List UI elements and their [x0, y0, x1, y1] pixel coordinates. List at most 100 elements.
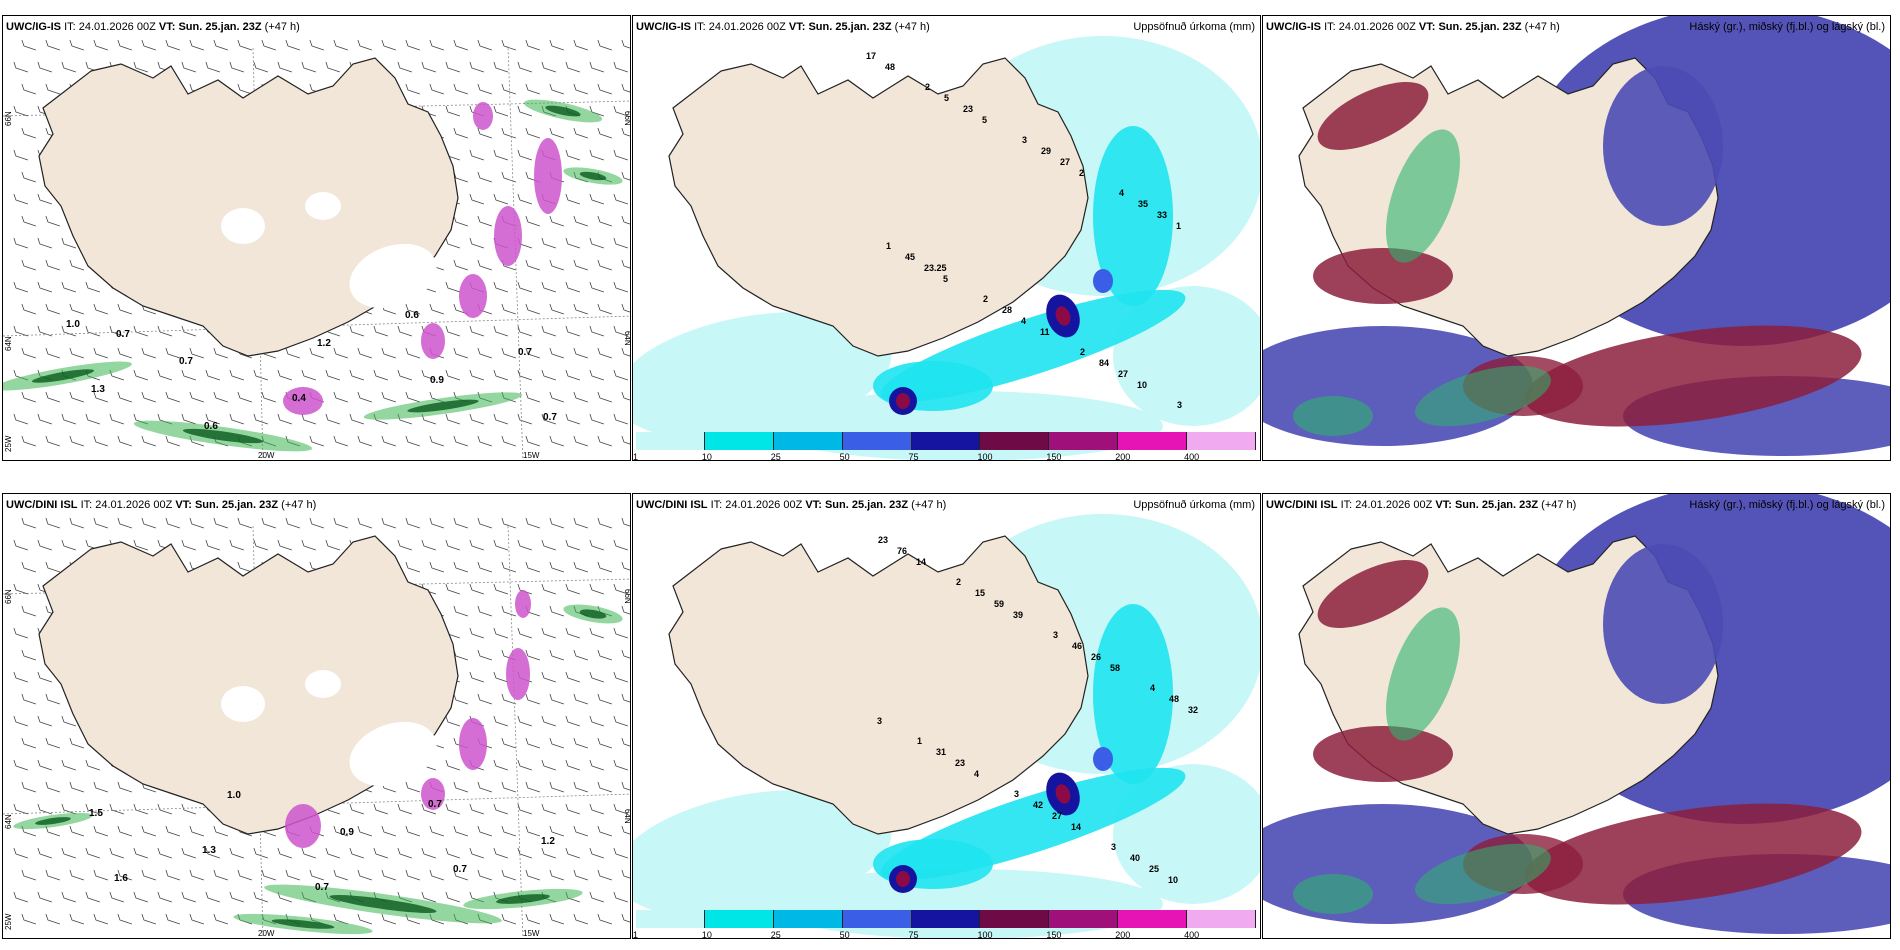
- lead-time-label: (+47 h): [1524, 21, 1560, 33]
- axis-tick-label: 64N: [623, 331, 631, 346]
- panel-header: UWC/IG-IS IT: 24.01.2026 00Z VT: Sun. 25…: [6, 21, 300, 33]
- high-cloud-area: [1603, 544, 1723, 704]
- iceland-coastline: [38, 535, 459, 835]
- precip-core: [271, 919, 335, 929]
- low-cloud-area: [1386, 129, 1460, 263]
- precip-value-label: 3: [1014, 789, 1019, 799]
- precip-rate-label: 1.5: [89, 808, 103, 819]
- precip-value-label: 15: [975, 588, 985, 598]
- precip-value-label: 27: [1060, 157, 1070, 167]
- map-canvas: [1263, 494, 1890, 938]
- precip-rate-label: 0.7: [518, 347, 532, 358]
- colorbar-segment: [704, 432, 774, 450]
- precip-value-label: 3: [1053, 630, 1058, 640]
- snow-free-area: [221, 686, 265, 722]
- colorbar-tick-label: 400: [1184, 930, 1200, 939]
- valid-time-value: Sun. 25.jan. 23Z: [178, 21, 262, 33]
- precip-map-panel-top: 2 3 4 1 2 2 3 5 29 35 45 28 84 17 23 27 33 23.25 4 27 48 5 2 1 5…: [632, 15, 1261, 461]
- colorbar-tick-label: 100: [977, 930, 993, 939]
- low-cloud-area: [1293, 396, 1373, 436]
- init-time-label: IT:: [694, 21, 706, 33]
- axis-tick-label: 64N: [4, 336, 13, 351]
- panel-header: UWC/DINI ISL IT: 24.01.2026 00Z VT: Sun.…: [636, 499, 946, 511]
- init-time-label: IT:: [710, 499, 723, 511]
- precip-value-label: 28: [1002, 305, 1012, 315]
- panel-field-title: Uppsöfnuð úrkoma (mm): [1133, 499, 1255, 511]
- colorbar-segment: [842, 432, 912, 450]
- axis-tick-label: 64N: [4, 814, 13, 829]
- precip-core: [545, 105, 581, 117]
- valid-time-label: VT:: [175, 499, 192, 511]
- axis-tick-label: 20W: [258, 929, 275, 938]
- precip-area-50: [1093, 747, 1113, 771]
- snow-accumulation: [283, 387, 323, 415]
- precip-area-100: [896, 393, 910, 409]
- axis-tick-label: 66N: [4, 589, 13, 604]
- precip-value-label: 4: [1119, 188, 1124, 198]
- snow-accumulation: [459, 274, 487, 318]
- colorbar-tick-label: 75: [908, 930, 919, 939]
- mid-cloud-area: [1313, 726, 1453, 782]
- precip-rate-label: 1.3: [91, 384, 105, 395]
- precip-core: [496, 894, 550, 904]
- colorbar-tick-label: 1: [633, 930, 639, 939]
- colorbar-segment: [980, 910, 1050, 928]
- valid-time-label: VT:: [1418, 21, 1436, 33]
- map-canvas: 1.0 0.7 0.4 0.6 0.7 1.3 0.6 1.2 0.9 0.7 0.7 66N 64N 2…: [3, 39, 631, 460]
- axis-tick-label: 15W: [523, 451, 540, 460]
- panel-header: UWC/DINI ISL IT: 24.01.2026 00Z VT: Sun.…: [1266, 499, 1576, 511]
- precip-core: [35, 817, 71, 825]
- mid-cloud-area: [1524, 325, 1862, 427]
- low-cloud-area: [1293, 874, 1373, 914]
- precip-value-label: 39: [1013, 610, 1023, 620]
- precip-value-label: 1: [1176, 221, 1181, 231]
- precip-rate-label: 0.7: [116, 329, 130, 340]
- colorbar-segment: [911, 432, 981, 450]
- map-canvas: 1.5 1.3 0.7 0.7 1.2 1.6 1.0 0.9 0.7 66N 64N 25W 20W 1…: [3, 517, 631, 938]
- precip-value-label: 45: [905, 252, 915, 262]
- precip-rate-label: 1.0: [227, 790, 241, 801]
- colorbar-segment: [773, 432, 843, 450]
- precip-value-label: 14: [1071, 822, 1081, 832]
- panel-field-title: Uppsöfnuð úrkoma (mm): [1133, 21, 1255, 33]
- init-time-value: 24.01.2026 00Z: [1338, 21, 1416, 33]
- precip-value-label: 26: [1091, 652, 1101, 662]
- precip-area-100: [896, 871, 910, 887]
- precip-rate-label: 0.7: [428, 799, 442, 810]
- precip-rate-label: 1.6: [114, 873, 128, 884]
- init-time-label: IT:: [1340, 499, 1353, 511]
- model-label: UWC/DINI ISL: [636, 499, 708, 511]
- precip-value-label: 35: [1138, 199, 1148, 209]
- lead-time-label: (+47 h): [264, 21, 300, 33]
- precip-value-label: 33: [1157, 210, 1167, 220]
- precip-value-label: 5: [943, 274, 948, 284]
- precip-value-label: 48: [885, 62, 895, 72]
- precip-colorbar: 1 10 25 50 75 100 150 200 400: [633, 910, 1256, 938]
- colorbar-segment: [980, 432, 1050, 450]
- precip-value-label: 32: [1188, 705, 1198, 715]
- model-label: UWC/DINI ISL: [1266, 499, 1338, 511]
- init-time-label: IT:: [1324, 21, 1336, 33]
- axis-tick-label: 25W: [4, 435, 13, 452]
- colorbar-tick-label: 50: [839, 930, 850, 939]
- colorbar-tick-label: 10: [701, 452, 712, 461]
- precip-rate-label: 0.7: [453, 864, 467, 875]
- precip-colorbar: 1 10 25 50 75 100 150 200 400: [633, 432, 1256, 460]
- init-time-value: 24.01.2026 00Z: [708, 21, 786, 33]
- axis-tick-label: 64N: [623, 809, 631, 824]
- colorbar-segment: [1118, 432, 1188, 450]
- precip-area-10: [1093, 126, 1173, 306]
- precip-value-label: 5: [944, 93, 949, 103]
- precip-rate-label: 0.6: [204, 421, 218, 432]
- precip-value-label: 1: [917, 736, 922, 746]
- axis-tick-label: 20W: [258, 451, 275, 460]
- iceland-coastline: [38, 57, 459, 357]
- precip-value-label: 29: [1041, 146, 1051, 156]
- precip-area-50: [1093, 269, 1113, 293]
- colorbar-segment: [1049, 910, 1119, 928]
- model-label: UWC/DINI ISL: [6, 499, 78, 511]
- precip-area-100: [1055, 784, 1071, 804]
- model-label: UWC/IG-IS: [1266, 21, 1321, 33]
- precip-core: [329, 895, 437, 913]
- precip-value-label: 2: [925, 82, 930, 92]
